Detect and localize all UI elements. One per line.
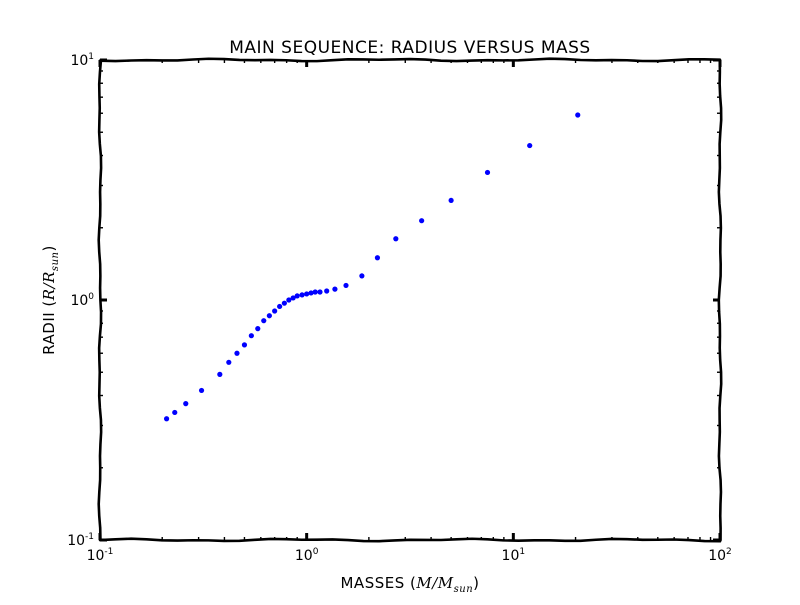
- data-point: [172, 409, 178, 416]
- data-point: [332, 286, 338, 292]
- chart-title: MAIN SEQUENCE: RADIUS VERSUS MASS: [229, 38, 590, 58]
- data-point: [294, 293, 300, 299]
- y-tick-label: 10-1: [67, 532, 94, 549]
- y-axis-label: RADII (R/Rsun): [40, 245, 61, 355]
- axis-top: [98, 57, 722, 63]
- data-point: [393, 236, 399, 242]
- data-point: [304, 291, 310, 297]
- data-point: [272, 308, 278, 314]
- data-point: [234, 350, 240, 356]
- data-point: [484, 169, 491, 176]
- x-tick-label: 101: [502, 547, 526, 564]
- data-point: [277, 303, 283, 310]
- data-point: [312, 289, 318, 295]
- data-point: [266, 313, 272, 319]
- data-point: [290, 295, 296, 301]
- y-tick-label: 101: [70, 52, 94, 69]
- data-point: [374, 255, 381, 261]
- data-point: [198, 387, 205, 394]
- data-point: [324, 288, 330, 294]
- y-tick-label: 100: [70, 292, 94, 309]
- data-point: [183, 401, 189, 407]
- data-point: [281, 300, 287, 306]
- data-point: [359, 273, 365, 279]
- data-point: [448, 197, 454, 204]
- data-point: [575, 112, 581, 118]
- x-axis-label: MASSES (M/Msun): [340, 574, 479, 595]
- data-point: [261, 318, 267, 324]
- data-point: [226, 359, 232, 365]
- data-point: [217, 371, 223, 377]
- data-point: [317, 289, 323, 295]
- data-point: [419, 218, 425, 224]
- data-point: [163, 416, 170, 422]
- axis-bottom: [98, 537, 722, 543]
- data-point: [308, 290, 314, 296]
- data-point: [286, 297, 292, 303]
- data-point: [248, 333, 254, 339]
- data-point: [241, 342, 248, 348]
- x-tick-label: 100: [295, 547, 319, 564]
- data-point: [255, 326, 261, 332]
- data-point: [527, 142, 533, 149]
- x-tick-label: 10-1: [87, 547, 114, 564]
- x-tick-label: 102: [708, 547, 732, 564]
- data-point: [343, 282, 349, 289]
- data-point: [299, 292, 305, 298]
